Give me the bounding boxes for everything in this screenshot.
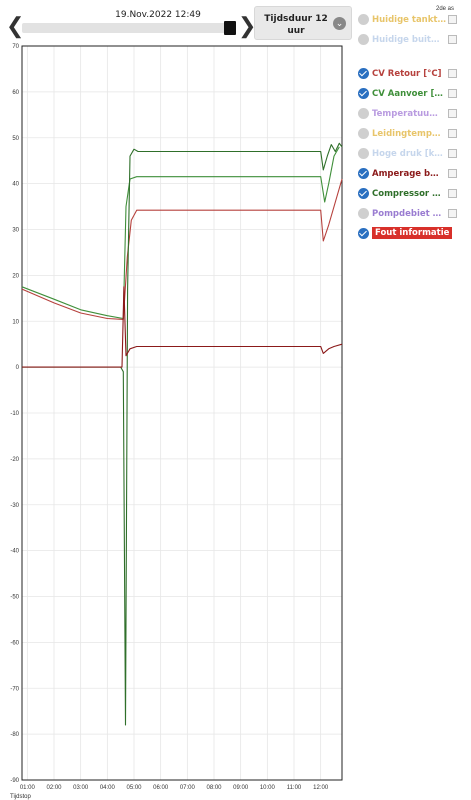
second-axis-column-header: 2de as: [436, 6, 455, 12]
chevron-down-icon: ⌄: [333, 17, 346, 30]
y-tick-label: -70: [10, 686, 19, 692]
y-tick-label: -30: [10, 503, 19, 509]
legend-label: Pompdebiet …: [372, 209, 442, 219]
check-circle-icon[interactable]: [358, 88, 369, 99]
check-circle-icon[interactable]: [358, 168, 369, 179]
plot-frame: [21, 45, 343, 781]
time-slider-track[interactable]: [22, 23, 234, 33]
legend-item-temperatuur[interactable]: Temperatuu…: [358, 106, 470, 122]
y-tick-label: 40: [12, 182, 19, 188]
legend-item-cv-aanvoer[interactable]: CV Aanvoer […: [358, 86, 470, 102]
y-tick-label: 30: [12, 228, 19, 234]
second-axis-checkbox[interactable]: [448, 109, 457, 118]
legend-label: Fout informatie: [372, 227, 453, 239]
x-tick-label: 02:00: [46, 785, 62, 791]
y-tick-label: -90: [10, 778, 19, 784]
legend-label: Temperatuu…: [372, 109, 438, 119]
legend-item-huidige-tank[interactable]: Huidige tankt…: [358, 12, 470, 28]
series-line: [21, 178, 343, 320]
y-tick-label: -20: [10, 457, 19, 463]
legend-item-leidingtemp[interactable]: Leidingtemp…: [358, 126, 470, 142]
legend-label: CV Aanvoer […: [372, 89, 443, 99]
legend-item-compressor[interactable]: Compressor …: [358, 186, 470, 202]
second-axis-checkbox[interactable]: [448, 89, 457, 98]
second-axis-checkbox[interactable]: [448, 189, 457, 198]
second-axis-checkbox[interactable]: [448, 169, 457, 178]
duration-label: Tijdsduur 12 uur: [264, 14, 328, 36]
legend-label: CV Retour [°C]: [372, 69, 442, 79]
legend-label: Huidige tankt…: [372, 15, 446, 25]
time-navigation-bar: 19.Nov.2022 12:49 ❮ ❯: [0, 0, 352, 40]
second-axis-checkbox[interactable]: [448, 129, 457, 138]
y-tick-label: 20: [12, 273, 19, 279]
second-axis-checkbox[interactable]: [448, 209, 457, 218]
legend-item-fout-informatie[interactable]: Fout informatie: [358, 226, 470, 242]
second-axis-checkbox[interactable]: [448, 69, 457, 78]
next-period-button[interactable]: ❯: [238, 13, 257, 38]
y-tick-label: -80: [10, 732, 19, 738]
line-chart: 70 60 50 40 30 20 10 0 -10 -20 -30 -40 -50 -60 -70 -80 -…: [10, 44, 343, 800]
x-tick-label: 01:00: [20, 785, 36, 791]
legend-item-huidige-buiten[interactable]: Huidige buit…: [358, 32, 470, 48]
series-line: [22, 286, 343, 368]
y-tick-label: -60: [10, 640, 19, 646]
y-tick-label: 70: [12, 44, 19, 50]
x-tick-label: 07:00: [180, 785, 196, 791]
y-tick-label: 50: [12, 136, 19, 142]
series-line: [22, 142, 343, 726]
x-tick-label: 05:00: [126, 785, 142, 791]
legend-label: Amperage b…: [372, 169, 439, 179]
x-tick-label: 11:00: [287, 785, 302, 791]
unchecked-circle-icon[interactable]: [358, 208, 369, 219]
unchecked-circle-icon[interactable]: [358, 108, 369, 119]
check-circle-icon[interactable]: [358, 68, 369, 79]
second-axis-checkbox[interactable]: [448, 15, 457, 24]
second-axis-checkbox[interactable]: [448, 35, 457, 44]
unchecked-circle-icon[interactable]: [358, 128, 369, 139]
legend-item-pompdebiet[interactable]: Pompdebiet …: [358, 206, 470, 222]
legend-label: Hoge druk [k…: [372, 149, 443, 159]
x-tick-label: 04:00: [100, 785, 116, 791]
y-tick-label: 0: [16, 365, 20, 371]
second-axis-checkbox[interactable]: [448, 149, 457, 158]
check-circle-icon[interactable]: [358, 228, 369, 239]
legend-item-hoge-druk[interactable]: Hoge druk [k…: [358, 146, 470, 162]
unchecked-circle-icon[interactable]: [358, 34, 369, 45]
current-datetime: 19.Nov.2022 12:49: [115, 10, 201, 20]
legend-label: Leidingtemp…: [372, 129, 441, 139]
x-tick-label: 08:00: [206, 785, 222, 791]
y-tick-label: 60: [12, 90, 19, 96]
x-tick-label: 03:00: [73, 785, 89, 791]
legend-item-amperage[interactable]: Amperage b…: [358, 166, 470, 182]
unchecked-circle-icon[interactable]: [358, 148, 369, 159]
y-tick-label: -10: [10, 411, 19, 417]
x-axis-label: Tijdstop: [10, 794, 31, 800]
y-tick-label: 10: [12, 319, 19, 325]
legend-label: Compressor …: [372, 189, 441, 199]
x-tick-label: 09:00: [233, 785, 249, 791]
x-tick-label: 06:00: [153, 785, 169, 791]
legend-item-cv-retour[interactable]: CV Retour [°C]: [358, 66, 470, 82]
unchecked-circle-icon[interactable]: [358, 14, 369, 25]
x-tick-label: 10:00: [260, 785, 276, 791]
y-tick-label: -50: [10, 595, 19, 601]
check-circle-icon[interactable]: [358, 188, 369, 199]
y-tick-label: -40: [10, 549, 19, 555]
x-tick-label: 12:00: [313, 785, 329, 791]
time-slider-handle[interactable]: [224, 21, 236, 35]
previous-period-button[interactable]: ❮: [6, 13, 25, 38]
legend-label: Huidige buit…: [372, 35, 440, 45]
duration-select[interactable]: Tijdsduur 12 uur ⌄: [254, 6, 352, 40]
